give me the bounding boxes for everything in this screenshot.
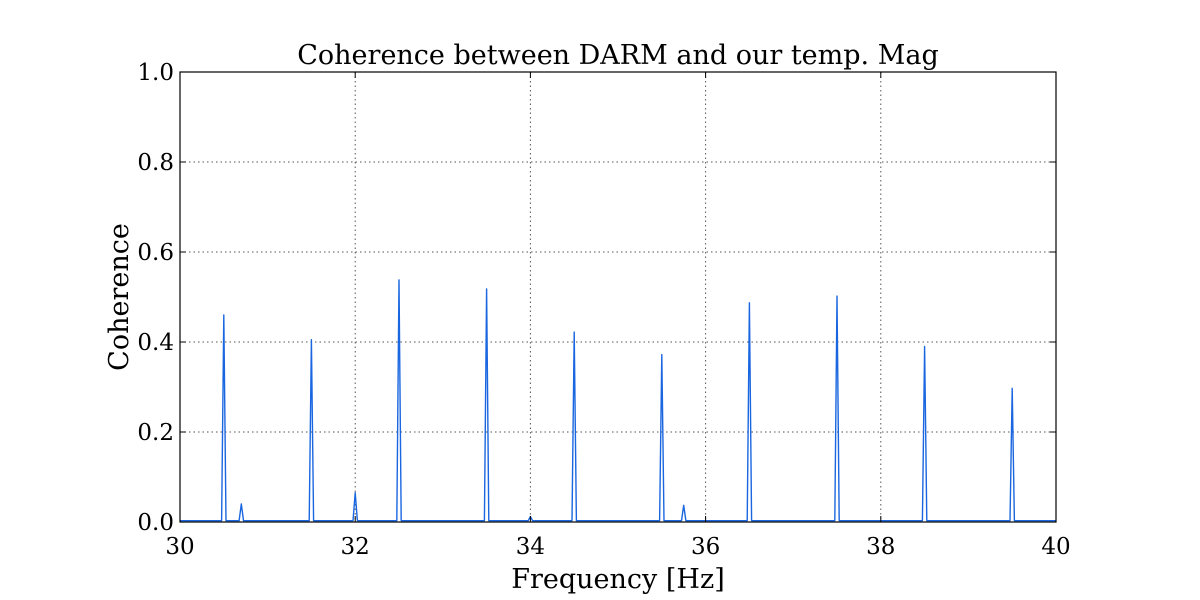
grid-lines bbox=[180, 72, 1056, 522]
x-tick-label: 32 bbox=[341, 534, 370, 560]
x-tick-label: 34 bbox=[516, 534, 545, 560]
plot-frame bbox=[179, 71, 1057, 523]
y-axis-label: Coherence bbox=[104, 223, 135, 371]
y-tick-label: 0.4 bbox=[137, 330, 174, 356]
x-tick-label: 40 bbox=[1041, 534, 1070, 560]
x-axis-label: Frequency [Hz] bbox=[511, 564, 724, 595]
axis-ticks: 30 32 34 36 38 40 0.0 0.2 0.4 0.6 0.8 1.0 bbox=[137, 60, 1070, 560]
x-tick-label: 36 bbox=[691, 534, 720, 560]
x-tick-label: 30 bbox=[165, 534, 194, 560]
coherence-series-line bbox=[180, 279, 1056, 522]
y-tick-label: 0.8 bbox=[137, 150, 174, 176]
y-tick-label: 1.0 bbox=[137, 60, 174, 86]
y-tick-label: 0.2 bbox=[137, 420, 174, 446]
y-tick-label: 0.0 bbox=[137, 510, 174, 536]
chart-title: Coherence between DARM and our temp. Mag bbox=[297, 40, 939, 71]
y-tick-label: 0.6 bbox=[137, 240, 174, 266]
x-tick-label: 38 bbox=[866, 534, 895, 560]
